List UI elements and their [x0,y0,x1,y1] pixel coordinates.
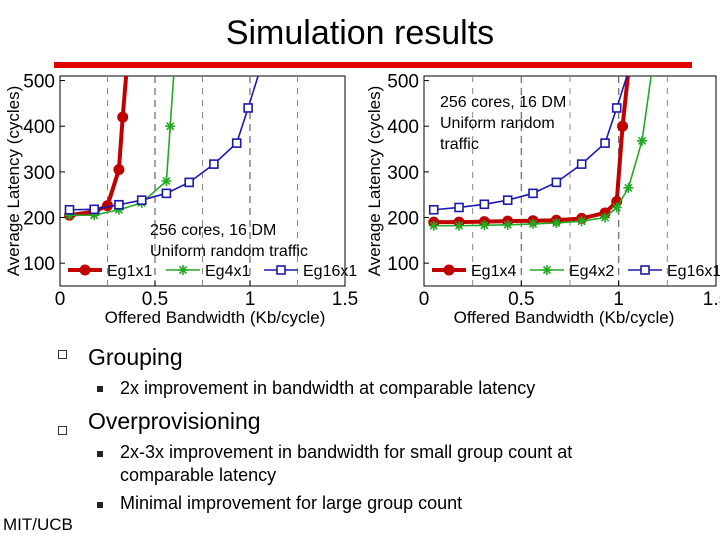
chart-1-point-Eg16x1 [528,188,538,199]
sub-bullet-marker [97,386,103,392]
chart-0-legend-label-Eg16x1: Eg16x1 [303,263,357,280]
chart-0-legend-marker-Eg4x1 [178,265,188,275]
sub-bullet-marker [97,451,103,457]
chart-1-legend-label-Eg1x4: Eg1x4 [471,263,516,280]
chart-0-legend-label-Eg4x1: Eg4x1 [205,263,250,280]
chart-1-xtick-label: 1.5 [703,289,720,310]
chart-0-series-group [64,76,259,221]
chart-1-point-Eg16x1 [576,159,587,169]
chart-0-xlabel: Offered Bandwidth (Kb/cycle) [105,308,326,327]
chart-1-ytick-label: 300 [387,163,419,184]
chart-1-point-Eg16x1 [611,103,622,113]
footer-affiliation: MIT/UCB [3,515,73,534]
slide-title: Simulation results [225,14,495,52]
chart-left: 100 200 300 400 500 0 0.5 1 1.5 Offered Bandwidth… [4,72,358,327]
sub-bullet-marker [97,502,103,508]
chart-1-series-group [428,76,652,231]
title-divider [54,62,692,68]
chart-0-xtick-label: 1 [245,289,256,310]
chart-0-annotation-line: 256 cores, 16 DM [150,222,276,239]
chart-0-point-Eg4x1 [64,210,75,221]
chart-0-legend-marker-Eg1x1 [79,264,91,276]
chart-0-annotation-line: Uniform random traffic [150,243,308,260]
chart-0-point-Eg4x1 [113,204,124,215]
chart-0-point-Eg16x1 [89,204,99,215]
chart-0-point-Eg16x1 [161,188,172,199]
chart-1-point-Eg4x2 [454,220,465,231]
chart-1-xlabel: Offered Bandwidth (Kb/cycle) [454,308,675,327]
chart-0-point-Eg16x1 [64,204,75,215]
chart-1-legend-marker-Eg16x1 [640,265,650,275]
chart-1-plot-frame [423,75,717,287]
chart-1-point-Eg4x2 [528,218,539,229]
chart-0-point-Eg16x1 [243,103,253,113]
chart-0-point-Eg16x1 [209,159,219,169]
chart-0-ytick-label: 500 [23,72,55,93]
chart-1-point-Eg4x2 [428,220,439,231]
chart-0-point-Eg4x1 [161,176,172,186]
chart-0-legend-marker-Eg16x1 [276,265,286,275]
chart-0-ytick-label: 200 [23,209,55,230]
chart-0-legend-label-Eg1x1: Eg1x1 [107,263,152,280]
chart-0-ylabel: Average Latency (cycles) [4,86,23,277]
chart-1-ytick-label: 200 [387,209,419,230]
chart-1-point-Eg4x2 [551,218,562,228]
chart-1-xtick-label: 1 [613,289,624,310]
chart-0-xtick-label: 0 [55,289,66,310]
chart-1-xtick-label: 0 [419,289,430,310]
chart-0-xtick-label: 1.5 [332,289,358,310]
chart-1-ytick-label: 500 [387,72,419,93]
chart-0-point-Eg16x1 [231,138,242,148]
chart-1-point-Eg4x2 [576,216,587,227]
chart-0-point-Eg1x1 [102,200,113,212]
chart-1-point-Eg1x4 [617,120,629,132]
chart-1-legend-label-Eg4x2: Eg4x2 [569,263,614,280]
chart-0-point-Eg16x1 [136,195,147,205]
chart-1-series-line-Eg16x1 [433,76,628,211]
bullet-overprovisioning: Overprovisioning [88,408,261,434]
sub-bullet-overprovisioning-1: 2x-3x improvement in bandwidth for small… [120,442,573,485]
sub-bullet-grouping-1: 2x improvement in bandwidth at comparabl… [120,378,536,398]
chart-0-series-line-Eg16x1 [69,76,259,211]
chart-0-ytick-label: 400 [23,117,55,138]
chart-1-point-Eg4x2 [502,219,513,230]
chart-1-point-Eg16x1 [454,202,464,213]
bullet-grouping: Grouping [88,344,183,370]
chart-0-plot-frame [59,75,346,287]
chart-1-xtick-label: 0.5 [508,289,534,310]
chart-1-point-Eg16x1 [479,199,490,210]
chart-1-legend-marker-Eg4x2 [542,265,552,275]
bullet-marker [58,350,67,359]
chart-0-point-Eg16x1 [184,177,194,188]
chart-1-point-Eg16x1 [428,204,439,215]
chart-0-point-Eg4x1 [89,210,100,221]
chart-1-legend-marker-Eg1x4 [443,264,455,276]
chart-1-point-Eg4x2 [623,182,634,193]
sub-bullet-overprovisioning-2: Minimal improvement for large group coun… [120,493,463,513]
chart-1-point-Eg4x2 [479,220,490,231]
chart-0-xtick-label: 0.5 [142,289,168,310]
chart-0-point-Eg4x1 [165,121,176,132]
chart-0-point-Eg1x1 [113,164,125,176]
chart-1-point-Eg16x1 [600,138,610,148]
chart-right: 100 200 300 400 500 0 0.5 1 1.5 Offered Bandwidth… [365,72,720,327]
chart-0-ytick-label: 100 [23,254,55,275]
chart-1-legend-label-Eg16x1: Eg16x1 [667,263,720,280]
chart-1-annotation-line: 256 cores, 16 DM [440,94,566,111]
chart-1-ytick-label: 400 [387,117,419,138]
chart-1-annotation-line: Uniform random [440,115,555,132]
chart-0-point-Eg16x1 [114,199,124,210]
bullet-marker [58,426,67,435]
chart-1-annotation-line: traffic [440,136,479,153]
chart-1-ytick-label: 100 [387,254,419,275]
chart-1-point-Eg16x1 [551,177,562,188]
chart-0-ytick-label: 300 [23,163,55,184]
chart-0-point-Eg1x1 [117,111,129,123]
chart-1-ylabel: Average Latency (cycles) [365,86,384,277]
chart-1-point-Eg4x2 [637,135,648,146]
chart-1-point-Eg4x2 [611,202,622,213]
chart-1-point-Eg4x2 [600,212,611,223]
chart-1-point-Eg16x1 [502,195,513,205]
